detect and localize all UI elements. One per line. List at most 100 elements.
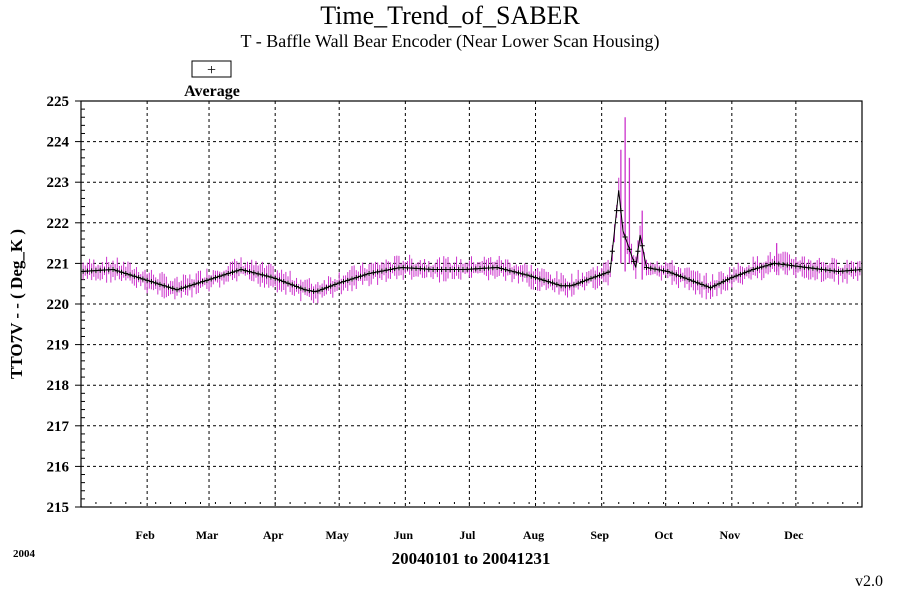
data-point (716, 281, 722, 287)
data-point (643, 264, 649, 270)
data-point (656, 267, 662, 273)
data-point (264, 273, 270, 279)
data-point (588, 275, 594, 281)
data-point (469, 266, 474, 272)
data-point (682, 275, 688, 281)
x-tick-label: Jul (459, 528, 476, 542)
data-point (784, 262, 790, 268)
data-point (823, 267, 829, 273)
data-point (490, 265, 496, 271)
data-point (814, 266, 820, 272)
data-point (268, 274, 274, 280)
year-label: 2004 (13, 548, 36, 560)
data-point (174, 287, 180, 293)
data-point (323, 285, 329, 291)
data-point (797, 264, 803, 270)
data-point (597, 272, 603, 278)
data-point (686, 277, 692, 283)
data-point (737, 271, 743, 277)
data-point (622, 234, 628, 240)
data-point (358, 273, 364, 279)
data-point (336, 280, 342, 286)
data-point (848, 267, 854, 273)
data-point (550, 280, 556, 286)
legend-box (191, 60, 232, 78)
data-point (183, 284, 189, 290)
data-point (396, 265, 402, 271)
data-point (84, 268, 90, 274)
data-point (225, 271, 231, 277)
data-point (417, 266, 423, 272)
data-point (575, 280, 581, 286)
data-point (443, 266, 449, 272)
x-tick-label: Apr (263, 528, 284, 542)
data-point (793, 263, 799, 269)
data-point (464, 266, 470, 272)
series-average (80, 190, 863, 294)
data-point (486, 265, 492, 271)
data-point (426, 266, 432, 272)
data-point (439, 266, 445, 272)
y-tick-label: 222 (47, 216, 70, 232)
data-point (789, 263, 795, 269)
data-point (345, 277, 351, 283)
data-point (409, 265, 415, 271)
data-point (661, 268, 667, 274)
data-point (810, 265, 816, 271)
legend-label: Average (184, 83, 240, 100)
data-point (281, 279, 287, 285)
data-point (605, 269, 611, 275)
data-point (123, 271, 129, 277)
data-point (97, 267, 103, 273)
data-point (840, 268, 846, 274)
y-tick-label: 221 (47, 256, 70, 272)
y-tick-label: 224 (47, 135, 70, 151)
data-point (191, 281, 197, 287)
data-point (370, 270, 376, 276)
data-point (434, 266, 440, 272)
data-point (315, 288, 321, 294)
data-point (106, 267, 112, 273)
data-point (626, 246, 632, 252)
data-point (349, 276, 355, 282)
data-point (639, 243, 645, 249)
data-point (294, 284, 300, 290)
grid (81, 101, 862, 507)
data-point (251, 270, 257, 276)
data-point (515, 270, 521, 276)
data-point (545, 279, 551, 285)
data-point (170, 285, 176, 291)
data-point (289, 282, 295, 288)
data-point (601, 271, 607, 277)
data-point (772, 260, 778, 266)
data-point (614, 208, 620, 214)
range-bars (82, 117, 861, 304)
data-point (392, 266, 398, 272)
legend-marker: + (207, 62, 216, 79)
data-point (230, 269, 236, 275)
data-point (725, 277, 731, 283)
data-point (541, 277, 547, 283)
data-point (853, 267, 859, 273)
data-point (712, 283, 718, 289)
data-point (635, 248, 641, 254)
data-point (127, 272, 133, 278)
data-point (592, 274, 598, 280)
data-point (259, 272, 265, 278)
y-axis: 215 216 217 218 219 220 221 222 223 224 225 (47, 94, 85, 516)
data-point (720, 279, 726, 285)
data-point (844, 268, 850, 274)
data-point (110, 266, 116, 272)
x-tick-label: Sep (590, 528, 609, 542)
data-point (328, 283, 334, 289)
data-point (754, 265, 760, 271)
data-point (703, 283, 709, 289)
x-tick-label: Oct (654, 528, 673, 542)
data-point (178, 285, 184, 291)
data-point (780, 261, 786, 267)
data-point (276, 277, 282, 283)
data-point (272, 275, 278, 281)
data-point (187, 283, 193, 289)
plot-frame (80, 100, 863, 508)
